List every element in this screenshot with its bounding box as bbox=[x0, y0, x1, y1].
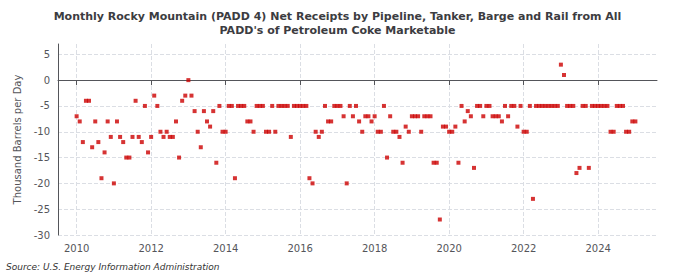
svg-text:Source: U.S. Energy Informatio: Source: U.S. Energy Information Administ… bbox=[6, 262, 220, 272]
svg-text:PADD's of Petroleum Coke Marke: PADD's of Petroleum Coke Marketable bbox=[220, 24, 456, 37]
svg-text:-30: -30 bbox=[34, 230, 50, 241]
svg-text:2010: 2010 bbox=[64, 243, 89, 254]
svg-text:0: 0 bbox=[44, 75, 50, 86]
svg-text:-20: -20 bbox=[34, 178, 50, 189]
svg-text:2018: 2018 bbox=[362, 243, 387, 254]
svg-text:2020: 2020 bbox=[436, 243, 461, 254]
svg-text:2014: 2014 bbox=[213, 243, 238, 254]
svg-text:2016: 2016 bbox=[287, 243, 312, 254]
svg-text:-5: -5 bbox=[40, 100, 50, 111]
svg-text:-15: -15 bbox=[34, 152, 50, 163]
svg-text:2022: 2022 bbox=[511, 243, 536, 254]
svg-text:2024: 2024 bbox=[585, 243, 610, 254]
svg-text:5: 5 bbox=[44, 49, 50, 60]
svg-text:Monthly Rocky Mountain (PADD 4: Monthly Rocky Mountain (PADD 4) Net Rece… bbox=[54, 10, 622, 23]
svg-text:Thousand Barrels per Day: Thousand Barrels per Day bbox=[12, 75, 23, 206]
svg-text:-10: -10 bbox=[34, 126, 50, 137]
svg-text:-25: -25 bbox=[34, 204, 50, 215]
svg-text:2012: 2012 bbox=[138, 243, 163, 254]
